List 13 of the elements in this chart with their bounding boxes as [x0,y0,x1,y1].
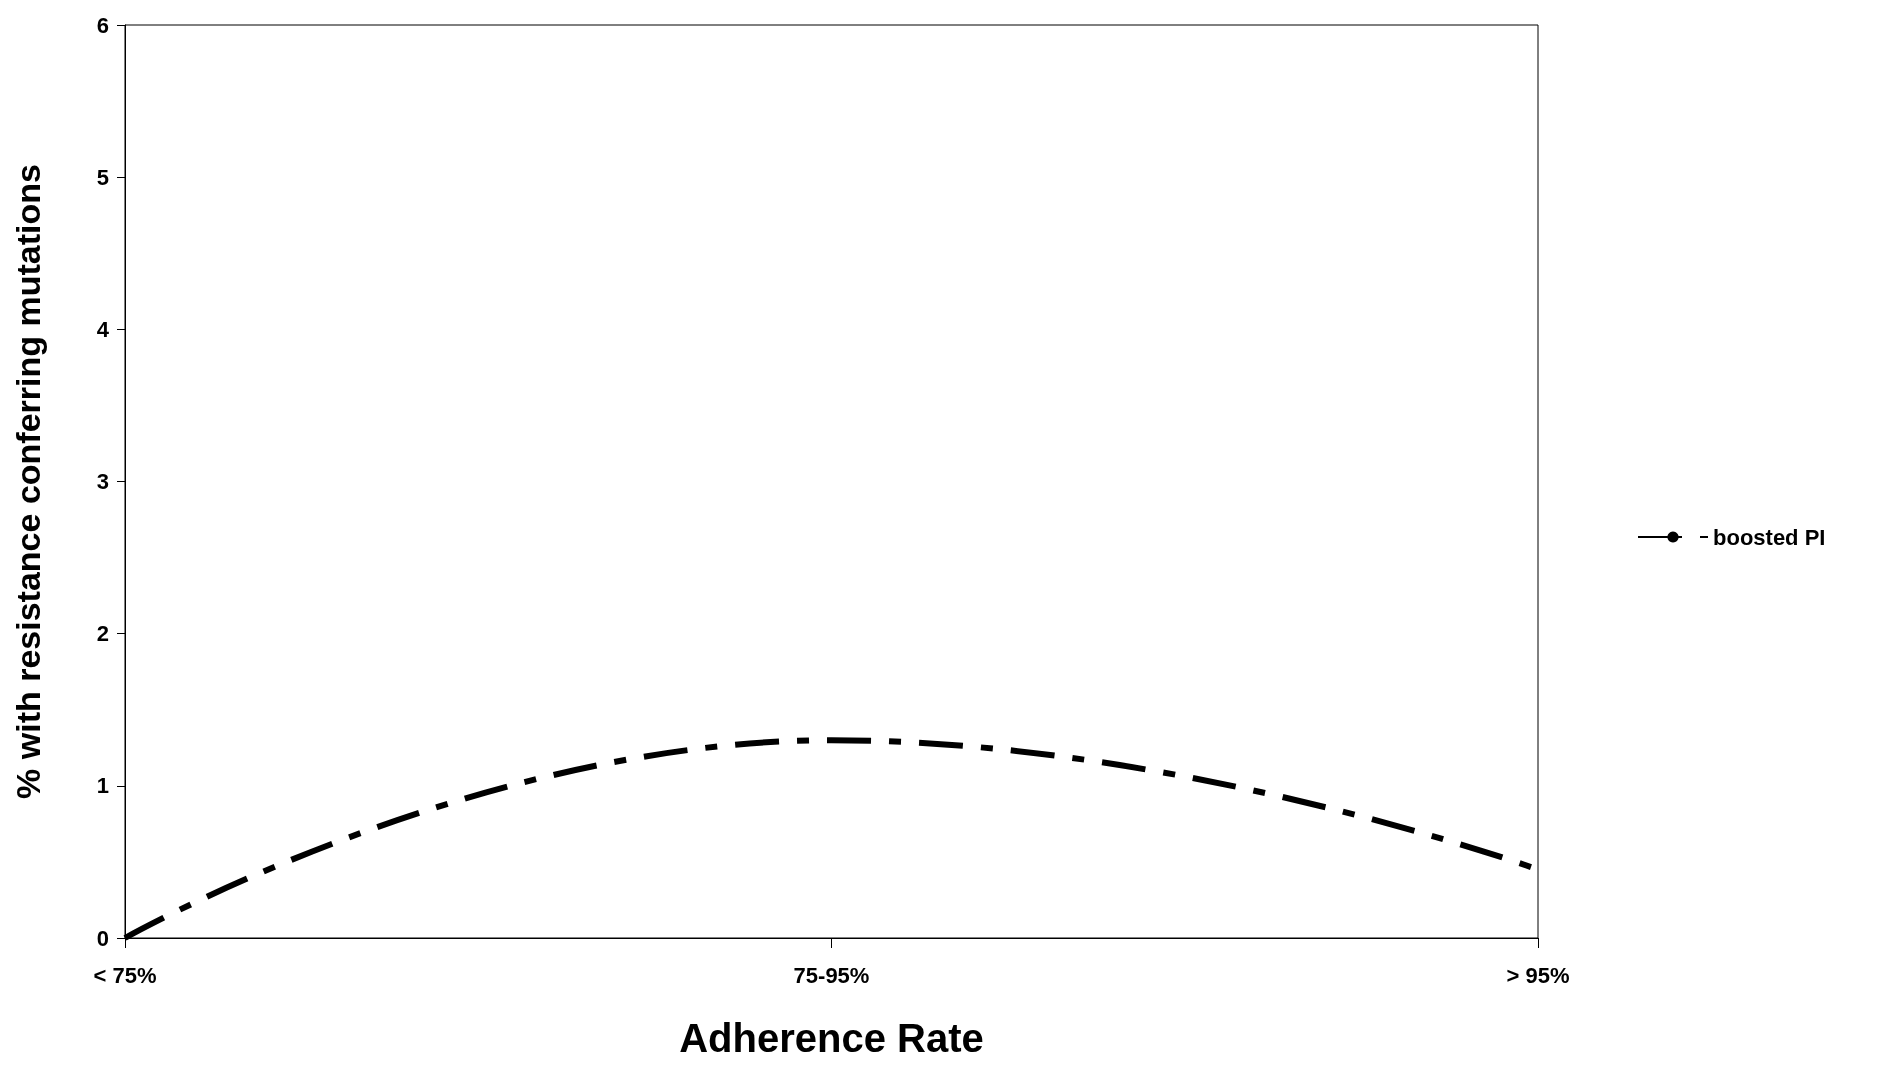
y-tick-label: 6 [96,12,109,38]
y-tick-label: 4 [96,316,110,342]
y-tick-label: 0 [96,925,109,951]
y-tick-label: 2 [96,621,109,647]
x-tick-label: < 75% [93,962,157,988]
x-tick-label: > 95% [1506,962,1570,988]
x-axis-title: Adherence Rate [679,1016,984,1060]
x-tick-label: 75-95% [793,962,870,988]
legend-label: boosted PI [1713,524,1826,550]
y-axis-title: % with resistance conferring mutations [9,164,47,799]
y-tick-label: 1 [96,773,109,799]
y-tick-label: 3 [96,469,109,494]
y-tick-label: 5 [96,164,109,190]
